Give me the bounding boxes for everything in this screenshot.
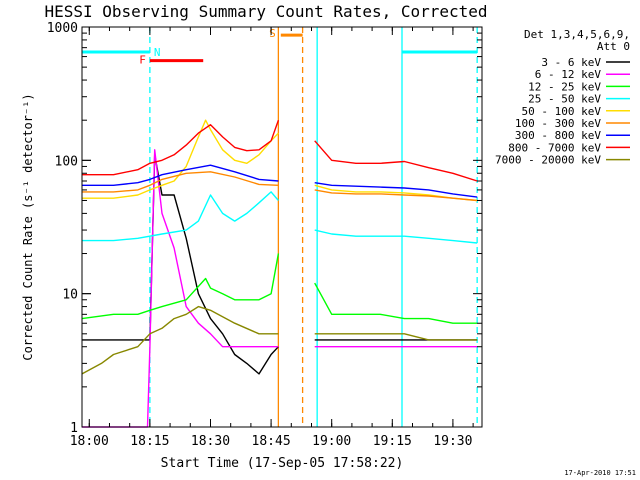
legend-header-line1: Det 1,3,4,5,6,9, (524, 28, 630, 41)
x-tick-label: 18:45 (252, 434, 291, 449)
legend-header-line2: Att 0 (597, 40, 630, 53)
vertical-markers (149, 27, 478, 427)
series-line (81, 253, 478, 324)
chart-title: HESSI Observing Summary Count Rates, Cor… (44, 2, 487, 21)
x-tick-label: 18:30 (191, 434, 230, 449)
y-tick-label: 100 (55, 154, 78, 169)
x-tick-label: 19:00 (312, 434, 351, 449)
x-tick-label: 18:00 (70, 434, 109, 449)
legend-label: 7000 - 20000 keV (495, 154, 601, 167)
x-tick-label: 18:15 (130, 434, 169, 449)
series-line (82, 119, 478, 182)
legend-label: 3 - 6 keV (541, 56, 601, 69)
legend-label: 300 - 800 keV (515, 129, 601, 142)
plot-frame (81, 26, 483, 428)
y-tick-label: 1000 (47, 21, 78, 36)
footer-timestamp: 17-Apr-2010 17:51 (564, 469, 636, 477)
flag-bars: FN S (82, 27, 478, 67)
legend-label: 50 - 100 keV (522, 105, 602, 118)
legend-label: 800 - 7000 keV (508, 141, 601, 154)
series-line (82, 164, 478, 198)
y-tick-label: 1 (70, 421, 78, 436)
legend-label: 100 - 300 keV (515, 117, 601, 130)
series-line (82, 191, 478, 244)
axes: 18:00 18:15 18:30 18:45 19:00 19:15 19:30 1 10 10… (47, 21, 482, 449)
series-line (81, 305, 478, 375)
y-axis-label: Corrected Count Rate (s⁻¹ detector⁻¹) (21, 93, 35, 360)
legend-label: 12 - 25 keV (528, 80, 601, 93)
flag-label: S (269, 27, 276, 40)
series-line (82, 171, 478, 202)
y-tick-label: 10 (62, 288, 78, 303)
series-line (82, 154, 478, 375)
x-tick-label: 19:15 (373, 434, 412, 449)
series-line (82, 149, 478, 428)
series-layer (81, 119, 478, 428)
legend-label: 25 - 50 keV (528, 93, 601, 106)
x-axis-label: Start Time (17-Sep-05 17:58:22) (161, 456, 404, 471)
legend-label: 6 - 12 keV (535, 68, 602, 81)
flag-label: N (154, 46, 161, 59)
flag-label: F (139, 54, 146, 67)
x-tick-label: 19:30 (433, 434, 472, 449)
